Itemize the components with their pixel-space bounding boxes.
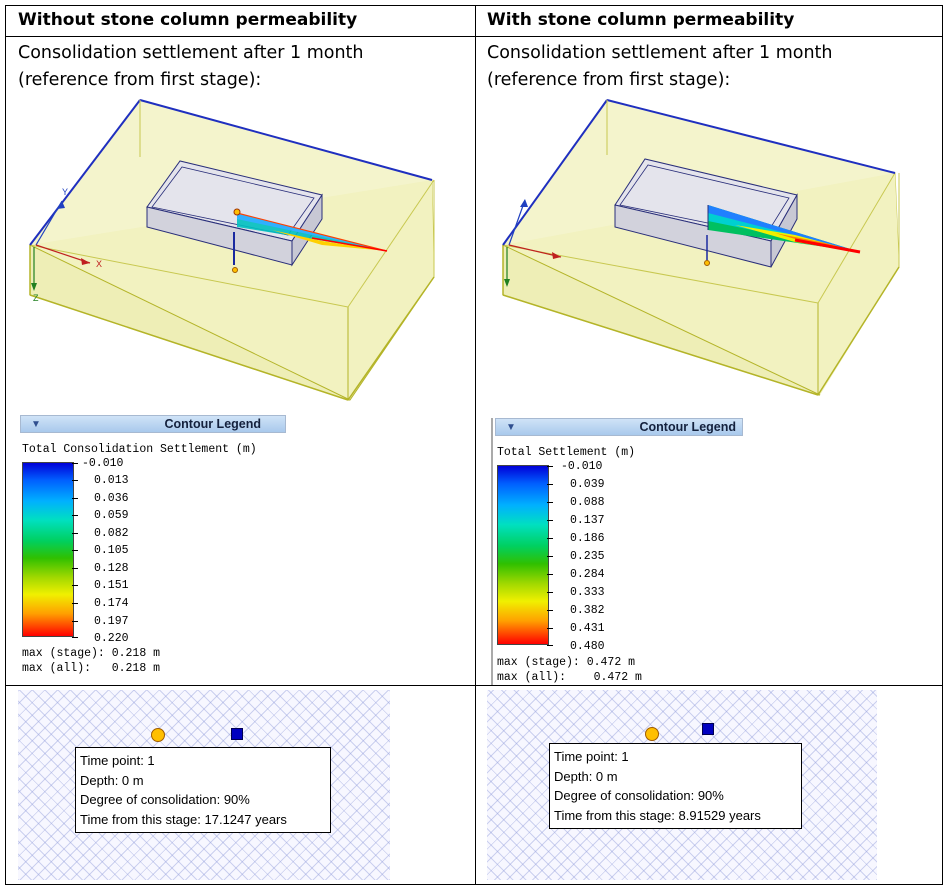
- contour-legend-with: ▼ Contour Legend Total Settlement (m) -0…: [491, 418, 743, 685]
- legend-title-bar[interactable]: ▼ Contour Legend: [495, 418, 743, 436]
- legend-quantity: Total Settlement (m): [497, 446, 636, 459]
- legend-title: Contour Legend: [639, 420, 736, 434]
- tooltip-depth: Depth: 0 m: [554, 768, 618, 784]
- legend-tick-label: 0.036: [94, 492, 129, 505]
- legend-tick-label: -0.010: [82, 457, 124, 470]
- column-heading-without: Without stone column permeability: [18, 10, 358, 30]
- caption-line-2: (reference from first stage):: [18, 70, 262, 90]
- model-3d-view-without[interactable]: Y X Z: [22, 95, 442, 405]
- legend-tick-label: 0.284: [570, 568, 605, 581]
- query-point-circle[interactable]: [645, 727, 659, 741]
- query-point-square[interactable]: [702, 723, 714, 735]
- legend-tick-label: 0.186: [570, 532, 605, 545]
- legend-tick-label: 0.059: [94, 509, 129, 522]
- tooltip-without: Time point: 1 Depth: 0 m Degree of conso…: [75, 747, 331, 833]
- caption-line-1: Consolidation settlement after 1 month: [487, 43, 833, 63]
- collapse-icon[interactable]: ▼: [31, 419, 41, 430]
- legend-tick-label: 0.480: [570, 640, 605, 653]
- tooltip-degree: Degree of consolidation: 90%: [80, 792, 250, 807]
- caption-line-1: Consolidation settlement after 1 month: [18, 43, 364, 63]
- legend-max-stage: max (stage): 0.472 m: [497, 656, 636, 669]
- top-edge-back: [606, 99, 896, 174]
- legend-max-stage: max (stage): 0.218 m: [22, 647, 161, 660]
- legend-tick-label: 0.039: [570, 478, 605, 491]
- caption-line-2: (reference from first stage):: [487, 70, 731, 90]
- query-point-circle[interactable]: [151, 728, 165, 742]
- top-edge-back: [139, 99, 433, 181]
- column-heading-with: With stone column permeability: [487, 10, 795, 30]
- tooltip-time: Time from this stage: 17.1247 years: [80, 811, 287, 827]
- color-bar: [22, 462, 74, 637]
- legend-tick-label: 0.082: [94, 527, 129, 540]
- legend-tick-label: 0.128: [94, 562, 129, 575]
- legend-tick-label: 0.088: [570, 496, 605, 509]
- legend-max-all: max (all): 0.218 m: [22, 662, 161, 675]
- legend-title-bar[interactable]: ▼ Contour Legend: [20, 415, 286, 433]
- axis-y-label: Y: [62, 187, 68, 197]
- legend-tick-label: -0.010: [561, 460, 603, 473]
- top-edge-left: [29, 99, 141, 246]
- model-3d-view-with[interactable]: [495, 95, 915, 405]
- legend-tick-label: 0.013: [94, 474, 129, 487]
- tooltip-degree: Degree of consolidation: 90%: [554, 788, 724, 803]
- legend-tick-label: 0.382: [570, 604, 605, 617]
- top-edge-left: [502, 99, 608, 246]
- color-bar: [497, 465, 549, 645]
- tooltip-time-point: Time point: 1: [554, 749, 629, 764]
- legend-tick-label: 0.197: [94, 615, 129, 628]
- legend-tick-label: 0.105: [94, 544, 129, 557]
- tooltip-time: Time from this stage: 8.91529 years: [554, 807, 761, 823]
- legend-tick-label: 0.151: [94, 579, 129, 592]
- legend-tick-label: 0.235: [570, 550, 605, 563]
- tooltip-time-point: Time point: 1: [80, 753, 155, 768]
- query-point-square[interactable]: [231, 728, 243, 740]
- legend-tick-label: 0.137: [570, 514, 605, 527]
- axis-x-label: X: [96, 259, 102, 269]
- caption-with: Consolidation settlement after 1 month (…: [487, 40, 833, 94]
- contour-legend-without: ▼ Contour Legend Total Consolidation Set…: [20, 415, 286, 685]
- soil-top-face: [30, 180, 434, 400]
- axis-z-label: Z: [33, 293, 39, 303]
- legend-quantity: Total Consolidation Settlement (m): [22, 443, 257, 456]
- legend-max-all: max (all): 0.472 m: [497, 671, 642, 684]
- tooltip-with: Time point: 1 Depth: 0 m Degree of conso…: [549, 743, 802, 829]
- tooltip-depth: Depth: 0 m: [80, 772, 144, 788]
- legend-tick-label: 0.174: [94, 597, 129, 610]
- soil-top-face: [503, 173, 899, 395]
- legend-tick-label: 0.333: [570, 586, 605, 599]
- caption-without: Consolidation settlement after 1 month (…: [18, 40, 364, 94]
- legend-title: Contour Legend: [164, 417, 261, 431]
- legend-tick-label: 0.220: [94, 632, 129, 645]
- collapse-icon[interactable]: ▼: [506, 422, 516, 433]
- legend-tick-label: 0.431: [570, 622, 605, 635]
